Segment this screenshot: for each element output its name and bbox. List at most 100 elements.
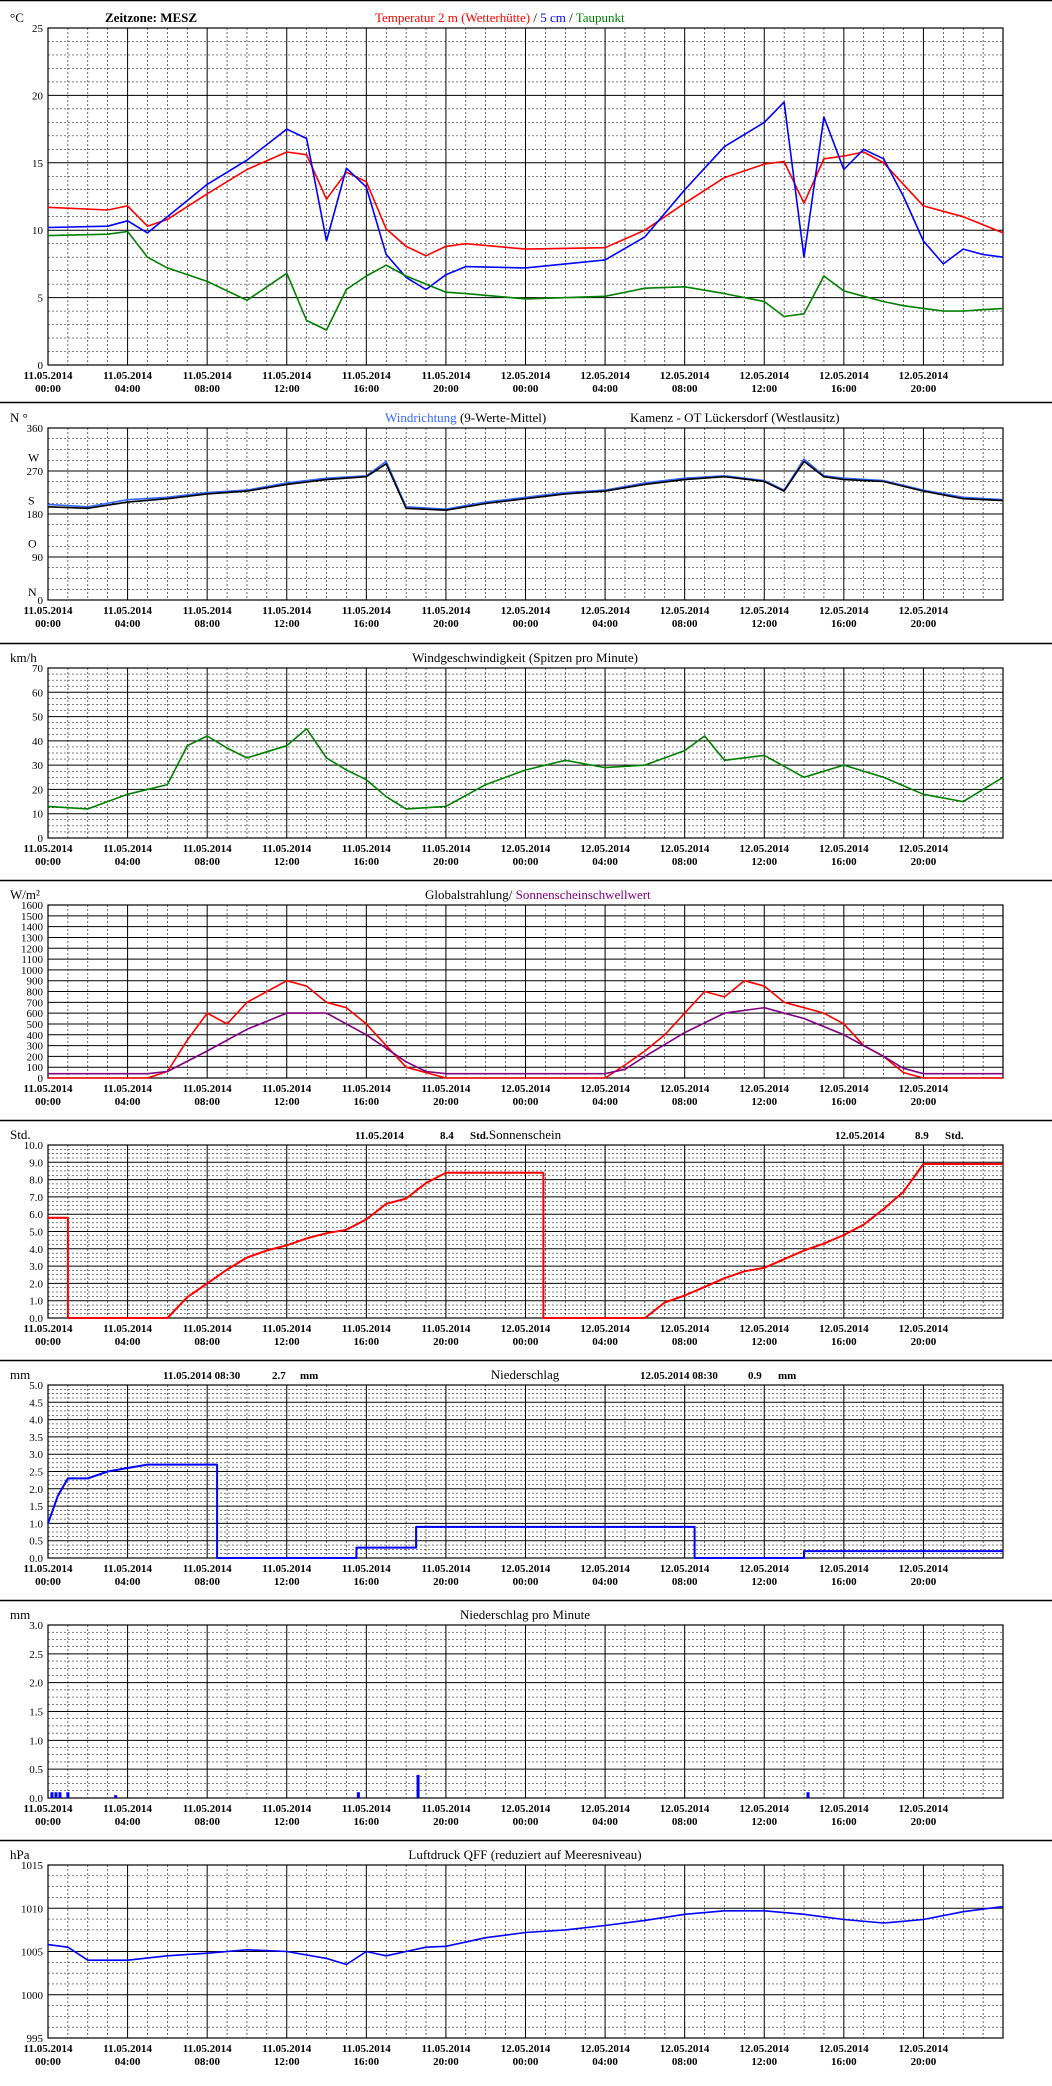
x-tick-date: 12.05.2014	[580, 1083, 630, 1095]
y-tick-label: 25	[32, 23, 44, 35]
chart-title-part: Taupunkt	[576, 10, 625, 25]
y-tick-label: 0	[38, 1073, 44, 1085]
x-tick-date: 12.05.2014	[660, 1083, 710, 1095]
y-tick-label: 0	[38, 595, 44, 607]
x-tick-date: 12.05.2014	[501, 1563, 551, 1575]
y-tick-label: 1100	[21, 954, 43, 966]
x-tick-time: 20:00	[433, 1576, 459, 1588]
y-tick-label: 800	[27, 987, 44, 999]
x-tick-time: 04:00	[592, 1336, 618, 1348]
y-tick-label: 1300	[21, 932, 44, 944]
day-total-date: 11.05.2014	[355, 1130, 404, 1142]
x-tick-time: 04:00	[115, 618, 141, 630]
x-tick-time: 16:00	[831, 1816, 857, 1828]
x-tick-date: 12.05.2014	[660, 605, 710, 617]
direction-label: O	[28, 536, 37, 550]
series-line-2	[47, 230, 1004, 331]
x-tick-date: 11.05.2014	[103, 2043, 152, 2055]
x-tick-date: 11.05.2014	[262, 1803, 311, 1815]
x-tick-time: 00:00	[35, 1576, 61, 1588]
x-tick-time: 00:00	[35, 1096, 61, 1108]
y-tick-label: 90	[32, 552, 44, 564]
x-tick-date: 12.05.2014	[580, 843, 630, 855]
y-tick-label: 0	[38, 360, 44, 372]
y-tick-label: 3.0	[29, 1620, 43, 1632]
x-tick-date: 12.05.2014	[740, 2043, 790, 2055]
x-tick-time: 16:00	[353, 856, 379, 868]
x-tick-time: 16:00	[831, 618, 857, 630]
x-tick-time: 20:00	[433, 383, 459, 395]
x-tick-date: 12.05.2014	[819, 605, 869, 617]
chart-title-part: Globalstrahlung/	[425, 887, 516, 902]
x-tick-date: 11.05.2014	[421, 1563, 470, 1575]
x-tick-time: 08:00	[672, 1336, 698, 1348]
x-tick-date: 12.05.2014	[580, 605, 630, 617]
chart-title: Niederschlag pro Minute	[460, 1607, 590, 1622]
x-tick-date: 11.05.2014	[421, 1083, 470, 1095]
x-tick-date: 12.05.2014	[660, 1323, 710, 1335]
plot-frame	[47, 1144, 1004, 1319]
y-tick-label: 700	[27, 997, 44, 1009]
precip-bar	[54, 1792, 58, 1798]
x-tick-time: 04:00	[592, 2056, 618, 2068]
chart-title-part: Windrichtung	[385, 410, 457, 425]
x-tick-date: 11.05.2014	[24, 843, 73, 855]
y-tick-label: 5.0	[29, 1227, 43, 1239]
x-tick-date: 12.05.2014	[501, 605, 551, 617]
x-tick-time: 12:00	[274, 856, 300, 868]
series-line-0	[47, 458, 1004, 511]
x-tick-time: 20:00	[433, 618, 459, 630]
x-tick-date: 11.05.2014	[24, 2043, 73, 2055]
x-tick-date: 11.05.2014	[103, 1083, 152, 1095]
station-label: Kamenz - OT Lückersdorf (Westlausitz)	[630, 410, 840, 425]
y-tick-label: 3.0	[29, 1449, 43, 1461]
y-tick-label: 4.0	[29, 1244, 43, 1256]
x-tick-time: 20:00	[433, 856, 459, 868]
x-tick-time: 16:00	[831, 383, 857, 395]
y-unit-label: °C	[10, 10, 24, 25]
x-tick-time: 08:00	[194, 856, 220, 868]
y-tick-label: 10	[32, 809, 44, 821]
y-tick-label: 360	[27, 423, 44, 435]
plot-frame	[47, 27, 1004, 366]
precip-bar	[50, 1792, 54, 1798]
x-tick-time: 08:00	[672, 383, 698, 395]
y-tick-label: 4.0	[29, 1415, 43, 1427]
x-tick-time: 16:00	[353, 1096, 379, 1108]
plot-frame	[47, 667, 1004, 839]
x-tick-time: 00:00	[513, 2056, 539, 2068]
x-tick-time: 12:00	[751, 1576, 777, 1588]
x-tick-date: 12.05.2014	[501, 1083, 551, 1095]
x-tick-time: 12:00	[274, 1336, 300, 1348]
x-tick-time: 00:00	[513, 618, 539, 630]
x-tick-date: 12.05.2014	[580, 370, 630, 382]
plot-frame	[47, 1384, 1004, 1559]
y-tick-label: 900	[27, 976, 44, 988]
x-tick-time: 16:00	[831, 1096, 857, 1108]
day-total-unit: mm	[300, 1370, 318, 1382]
x-tick-date: 12.05.2014	[740, 1323, 790, 1335]
x-tick-time: 20:00	[911, 1816, 937, 1828]
x-tick-time: 12:00	[751, 1816, 777, 1828]
x-tick-date: 12.05.2014	[899, 2043, 949, 2055]
y-tick-label: 300	[27, 1041, 44, 1053]
x-tick-date: 11.05.2014	[103, 843, 152, 855]
y-tick-label: 1600	[21, 900, 44, 912]
x-tick-time: 20:00	[433, 1816, 459, 1828]
x-tick-date: 11.05.2014	[262, 2043, 311, 2055]
y-tick-label: 3.0	[29, 1261, 43, 1273]
x-tick-time: 12:00	[274, 1096, 300, 1108]
x-tick-time: 12:00	[274, 1816, 300, 1828]
x-tick-time: 20:00	[911, 1096, 937, 1108]
direction-label: W	[28, 450, 40, 464]
x-tick-date: 11.05.2014	[262, 605, 311, 617]
x-tick-time: 04:00	[592, 618, 618, 630]
x-tick-date: 11.05.2014	[262, 843, 311, 855]
y-tick-label: 1.5	[29, 1707, 43, 1719]
x-tick-date: 11.05.2014	[103, 370, 152, 382]
x-tick-date: 11.05.2014	[342, 370, 391, 382]
y-tick-label: 60	[32, 687, 44, 699]
x-tick-date: 12.05.2014	[580, 1803, 630, 1815]
y-tick-label: 10.0	[24, 1140, 44, 1152]
